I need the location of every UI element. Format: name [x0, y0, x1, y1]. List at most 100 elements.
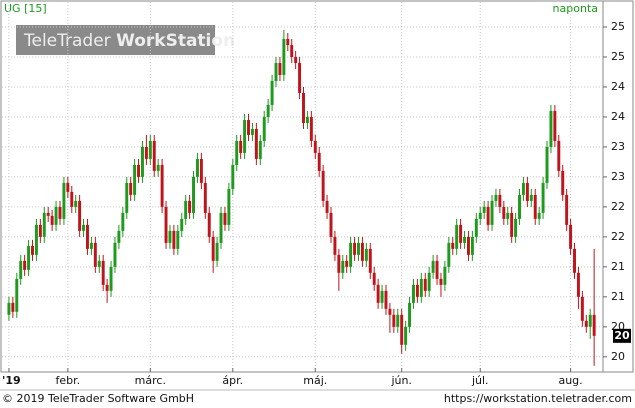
candle-body [329, 212, 333, 237]
candle-body [168, 230, 172, 243]
watermark-box [16, 25, 215, 55]
candle-body [380, 290, 384, 303]
candle-body [463, 236, 467, 243]
candle-body [23, 260, 27, 270]
candle-body [50, 215, 54, 225]
candle-body [144, 146, 148, 159]
interval-label: naponta [553, 2, 598, 15]
candle-body [455, 224, 459, 249]
y-tick-label: 21 [611, 290, 625, 303]
last-price-label: 20 [614, 329, 630, 342]
candle-body [576, 272, 580, 297]
candle-body [195, 158, 199, 177]
candle-body [227, 188, 231, 225]
candle-body [78, 200, 82, 231]
candle-body [415, 284, 419, 297]
candle-body [101, 260, 105, 285]
candle-body [451, 242, 455, 249]
candle-body [490, 200, 494, 225]
candle-body [31, 245, 34, 255]
grid-layer [2, 2, 603, 372]
watermark-product: WorkStation [116, 31, 235, 51]
y-tick-label: 21 [611, 260, 625, 273]
x-tick-label: febr. [56, 374, 81, 387]
candle-body [34, 224, 38, 255]
candle-body [223, 212, 227, 225]
x-tick-label: márc. [135, 374, 166, 387]
candle-body [19, 260, 23, 279]
candle-body [7, 302, 11, 315]
candle-body [573, 248, 576, 273]
candle-body [15, 278, 19, 312]
candle-body [584, 320, 588, 327]
candle-body [176, 230, 180, 249]
candle-body [180, 218, 184, 231]
candle-body [498, 194, 502, 207]
candle-body [321, 170, 325, 201]
candle-body [337, 254, 341, 273]
candle-body [580, 296, 584, 321]
last-price-box [613, 328, 631, 343]
candle-body [518, 194, 521, 219]
candle-body [184, 200, 188, 219]
x-tick-label: júl. [471, 374, 489, 387]
candle-body [117, 230, 121, 243]
candle-body [62, 182, 66, 219]
y-tick-label: 20 [611, 350, 625, 363]
candle-body [70, 191, 74, 207]
candle-body [309, 116, 313, 141]
candle-body [262, 116, 266, 141]
y-tick-label: 24 [611, 80, 625, 93]
x-tick-label: jún. [390, 374, 412, 387]
candle-body [93, 242, 97, 267]
candle-body [592, 314, 596, 336]
candle-body [537, 212, 541, 219]
candle-body [412, 284, 415, 303]
candle-body [192, 176, 195, 213]
candle-body [529, 194, 533, 201]
candle-body [148, 140, 152, 159]
candle-body [376, 284, 380, 303]
candle-body [74, 200, 78, 207]
candle-body [286, 38, 290, 45]
candle-body [243, 119, 247, 153]
candle-body [38, 224, 42, 237]
candle-body [235, 140, 239, 165]
x-tick-label: máj. [303, 374, 327, 387]
x-tick-label: '19 [2, 374, 21, 387]
footer-url: https://workstation.teletrader.com [444, 392, 632, 405]
candle-body [427, 272, 431, 291]
candle-body [305, 116, 309, 123]
y-tick-label: 23 [611, 140, 625, 153]
candle-body [541, 182, 545, 213]
candle-body [360, 242, 364, 261]
candle-body [400, 314, 404, 345]
candle-body [435, 260, 439, 279]
candle-body [274, 62, 278, 81]
candle-body [109, 266, 113, 291]
candle-body [11, 302, 15, 312]
watermark-brand: TeleTrader [23, 31, 111, 51]
candle-body [152, 140, 156, 171]
y-tick-label: 25 [611, 20, 625, 33]
candle-body [364, 248, 368, 261]
candle-body [239, 140, 243, 153]
x-tick-label: ápr. [222, 374, 243, 387]
candle-body [317, 152, 321, 171]
candle-body [396, 314, 400, 327]
candle-body [325, 200, 329, 213]
candle-body [549, 110, 553, 147]
candle-body [164, 206, 168, 243]
candle-body [384, 290, 388, 309]
y-tick-label: 22 [611, 200, 625, 213]
candle-body [313, 140, 317, 153]
candle-body [219, 212, 223, 243]
candle-body [302, 92, 305, 123]
candle-body [27, 245, 31, 270]
candle-body [282, 38, 286, 75]
candle-body [250, 128, 254, 135]
candle-body [188, 200, 192, 213]
y-tick-label: 23 [611, 170, 625, 183]
candle-body [137, 164, 141, 177]
candle-body [133, 164, 137, 195]
